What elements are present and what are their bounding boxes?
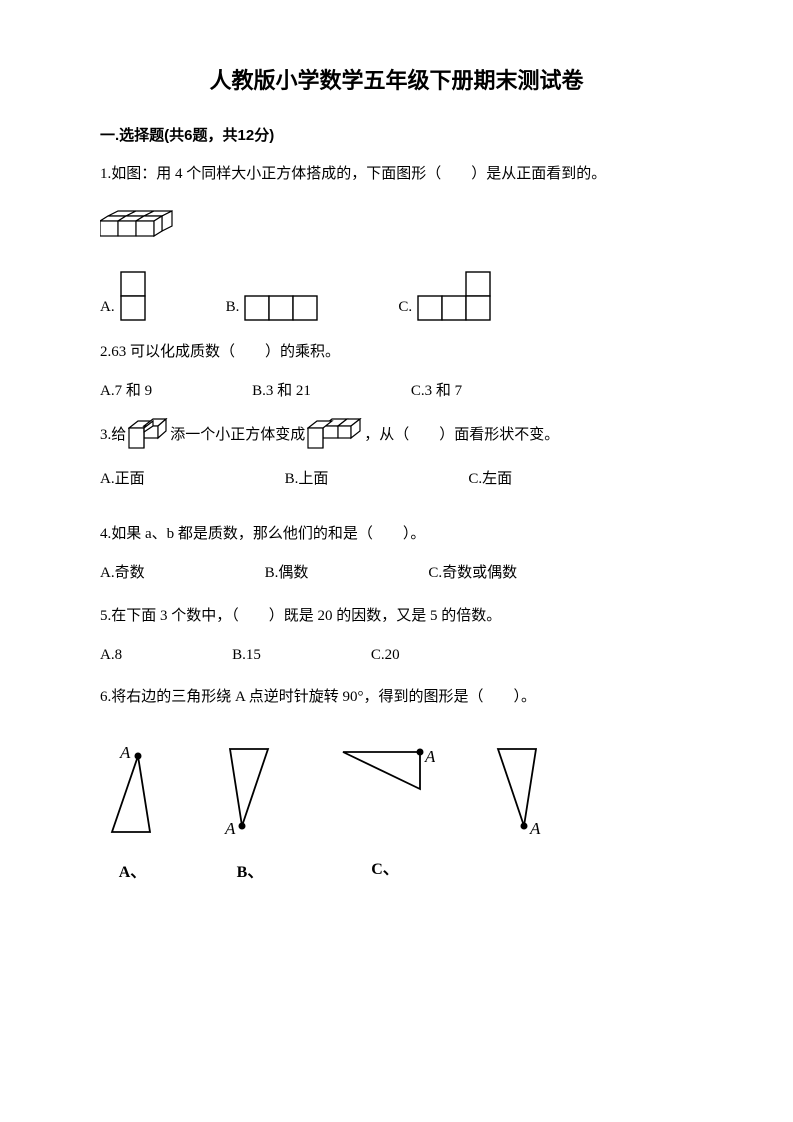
q1-option-b: B. [226, 293, 319, 322]
q6-figure-b: A [220, 744, 280, 839]
q1-option-a: A. [100, 271, 146, 321]
q5-optb: B.15 [232, 641, 261, 670]
q1-text: 1.如图：用 4 个同样大小正方体搭成的，下面图形（ ）是从正面看到的。 [100, 158, 693, 191]
q4-opta: A.奇数 [100, 559, 145, 588]
q6-options: A A、 A B、 A C、 A [100, 744, 693, 888]
q3-options: A.正面 B.上面 C.左面 [100, 465, 693, 494]
q5-opta: A.8 [100, 641, 122, 670]
q5-text: 5.在下面 3 个数中，（ ）既是 20 的因数，又是 5 的倍数。 [100, 600, 693, 633]
q3-optb: B.上面 [285, 465, 329, 494]
q2-text: 2.63 可以化成质数（ ）的乘积。 [100, 336, 693, 369]
q4-text: 4.如果 a、b 都是质数，那么他们的和是（ ）。 [100, 518, 693, 551]
svg-text:A: A [529, 819, 541, 838]
q2-opta: A.7 和 9 [100, 377, 152, 406]
q3-cube1 [128, 418, 168, 453]
q1-opta-label: A. [100, 293, 115, 322]
q6-option-a: A A、 [100, 744, 165, 888]
q6-text: 6.将右边的三角形绕 A 点逆时针旋转 90°，得到的图形是（ ）。 [100, 681, 693, 714]
q2-optc: C.3 和 7 [411, 377, 462, 406]
q6-opta-label: A、 [100, 858, 165, 888]
q6-optb-label: B、 [220, 858, 280, 888]
q4-options: A.奇数 B.偶数 C.奇数或偶数 [100, 559, 693, 588]
q1-cube-figure [100, 206, 175, 246]
svg-text:A: A [424, 747, 435, 766]
q5-optc: C.20 [371, 641, 400, 670]
svg-text:A: A [224, 819, 236, 838]
q4-optb: B.偶数 [265, 559, 309, 588]
q1-opta-figure [120, 271, 146, 321]
q6-figure-a: A [100, 744, 165, 839]
q6-figure-c: A [335, 744, 435, 804]
q1-optb-label: B. [226, 293, 240, 322]
q3-mid: 添一个小正方体变成 [170, 419, 305, 452]
q3-pre: 3.给 [100, 419, 126, 452]
q6-option-c: A C、 [335, 744, 435, 885]
q3-text: 3.给 添一个小正方体变成 [100, 418, 693, 453]
q6-optc-label: C、 [335, 855, 435, 885]
q2-options: A.7 和 9 B.3 和 21 C.3 和 7 [100, 377, 693, 406]
q2-optb: B.3 和 21 [252, 377, 311, 406]
page-title: 人教版小学数学五年级下册期末测试卷 [100, 60, 693, 102]
section-header: 一.选择题(共6题，共12分) [100, 122, 693, 151]
q1-optc-figure [417, 271, 491, 321]
q6-option-d: A [490, 744, 550, 850]
q6-figure-d: A [490, 744, 550, 839]
q1-options: A. B. C. [100, 271, 693, 321]
q1-optb-figure [244, 295, 318, 321]
q3-opta: A.正面 [100, 465, 145, 494]
q3-post: ，从（ ）面看形状不变。 [364, 419, 559, 452]
q4-optc: C.奇数或偶数 [428, 559, 517, 588]
q3-optc: C.左面 [468, 465, 512, 494]
q1-optc-label: C. [398, 293, 412, 322]
q6-option-b: A B、 [220, 744, 280, 888]
svg-text:A: A [119, 744, 131, 762]
q5-options: A.8 B.15 C.20 [100, 641, 693, 670]
q3-cube2 [307, 418, 362, 453]
q1-figure [100, 206, 693, 246]
q1-option-c: C. [398, 271, 491, 321]
